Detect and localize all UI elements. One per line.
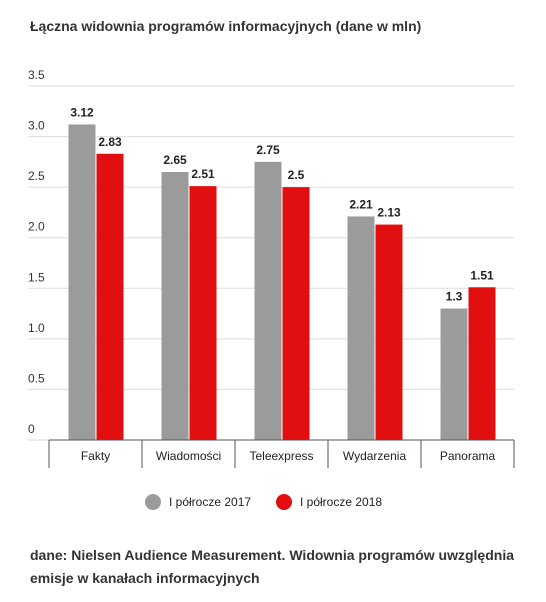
x-tick-label: Teleexpress [249, 449, 313, 463]
value-label: 1.3 [446, 290, 463, 304]
value-label: 1.51 [470, 268, 494, 282]
bar [96, 153, 124, 440]
legend-marker [276, 494, 292, 510]
x-tick-label: Panorama [440, 449, 496, 463]
value-label: 2.5 [288, 168, 305, 182]
y-tick-label: 2.5 [28, 169, 45, 183]
value-label: 2.83 [98, 135, 122, 149]
y-tick-label: 3.0 [28, 119, 45, 133]
value-label: 2.13 [377, 206, 401, 220]
value-label: 2.65 [163, 153, 187, 167]
x-tick-label: Wiadomości [156, 449, 221, 463]
legend-label: I półrocze 2018 [300, 495, 382, 509]
y-tick-label: 0.5 [28, 371, 45, 385]
chart-title: Łączna widownia programów informacyjnych… [30, 18, 421, 34]
value-label: 2.51 [191, 167, 215, 181]
x-tick-label: Wydarzenia [343, 449, 407, 463]
y-tick-label: 1.0 [28, 321, 45, 335]
chart: Łączna widownia programów informacyjnych… [28, 18, 515, 510]
bar [375, 224, 403, 440]
value-label: 2.21 [349, 197, 373, 211]
y-tick-label: 2.0 [28, 220, 45, 234]
bar [282, 187, 310, 440]
y-tick-label: 1.5 [28, 270, 45, 284]
bar [161, 171, 189, 440]
bar [254, 161, 282, 440]
legend-label: I półrocze 2017 [169, 495, 251, 509]
bar [440, 308, 468, 440]
bar [468, 287, 496, 440]
bar [347, 216, 375, 440]
y-tick-label: 3.5 [28, 68, 45, 82]
bar [189, 186, 217, 440]
value-label: 3.12 [70, 105, 94, 119]
legend-marker [145, 494, 161, 510]
footnote: dane: Nielsen Audience Measurement. Wido… [30, 547, 514, 586]
value-label: 2.75 [256, 143, 280, 157]
y-tick-label: 0 [28, 422, 35, 436]
x-tick-label: Fakty [81, 449, 110, 463]
bar [68, 124, 96, 440]
